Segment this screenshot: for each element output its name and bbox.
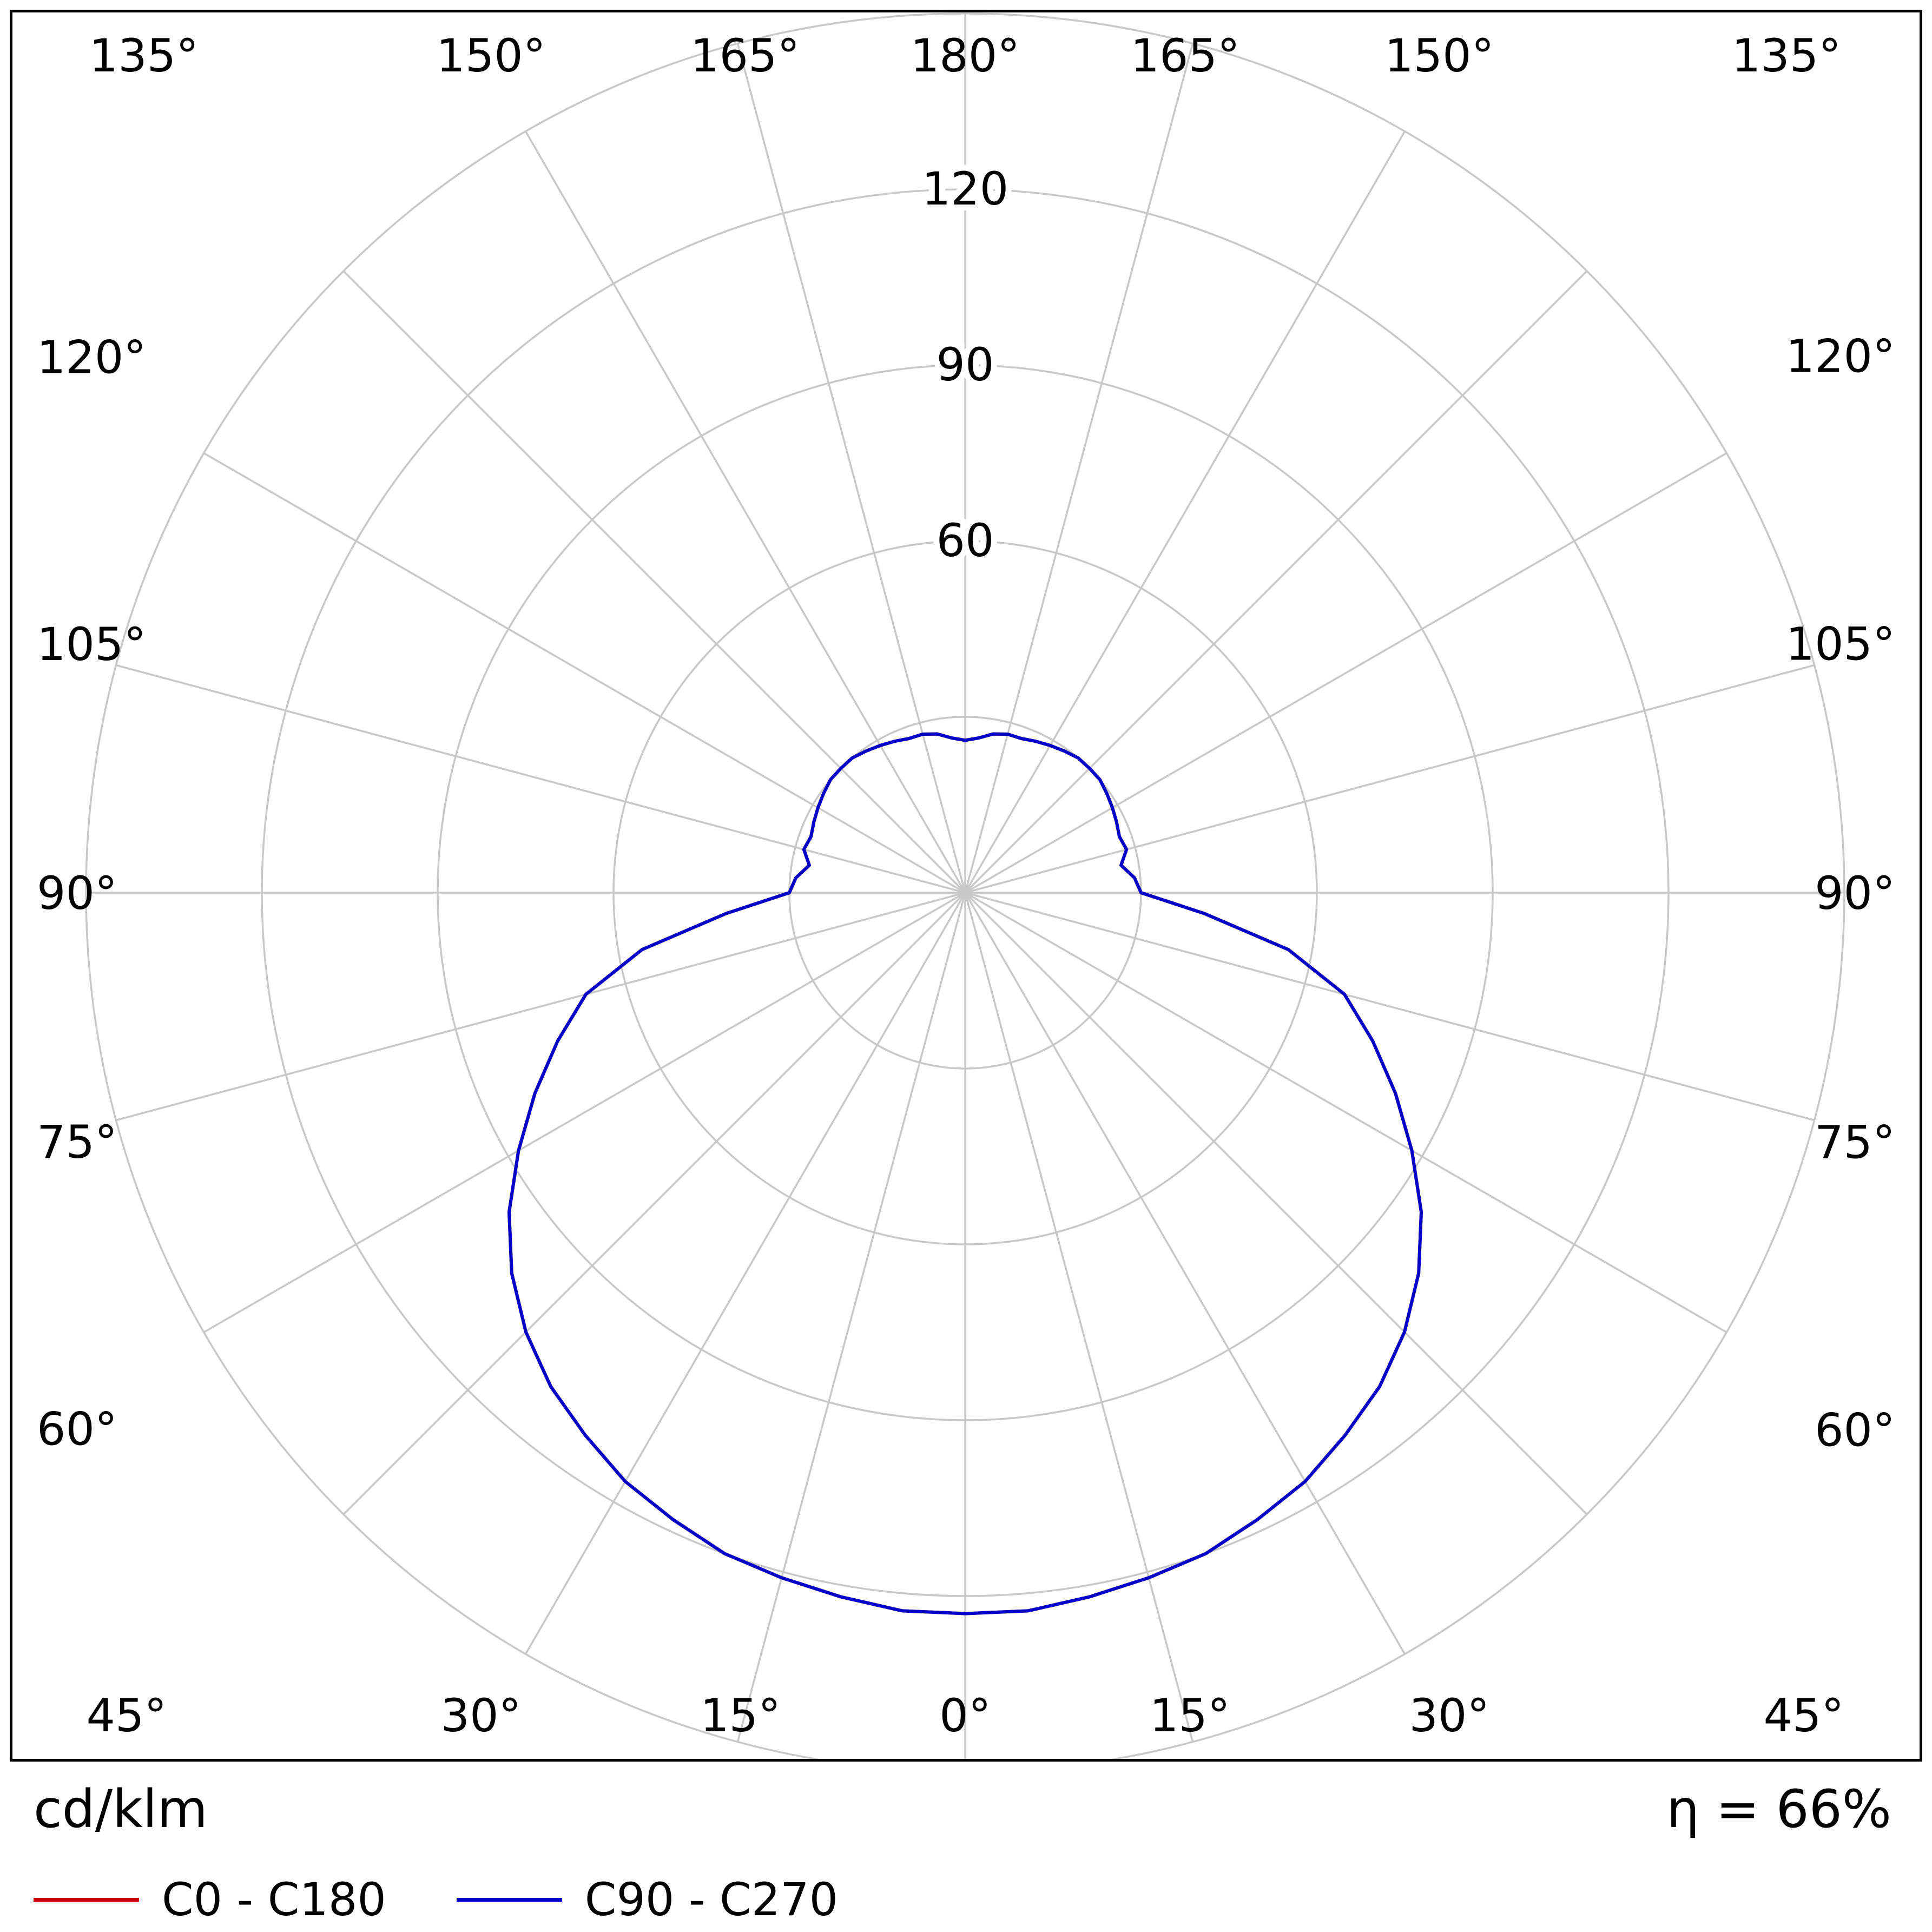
legend-label-c90-c270: C90 - C270 xyxy=(584,1873,839,1926)
angle-label: 30° xyxy=(1409,1689,1489,1742)
angle-label: 165° xyxy=(1131,29,1240,82)
chart-frame xyxy=(10,10,1922,1762)
ring-label: 90 xyxy=(937,338,994,391)
angle-label: 150° xyxy=(436,29,545,82)
grid-spoke xyxy=(115,664,966,894)
angle-label: 15° xyxy=(1150,1689,1230,1742)
grid-spoke xyxy=(736,892,966,1743)
legend-item-c0-c180: C0 - C180 xyxy=(34,1873,386,1926)
grid-spoke xyxy=(965,892,1727,1334)
ring-label: 120 xyxy=(922,162,1008,215)
legend: C0 - C180 C90 - C270 xyxy=(34,1873,838,1926)
grid-spoke xyxy=(524,130,966,893)
angle-label: 45° xyxy=(1764,1689,1844,1742)
angle-label: 90° xyxy=(1815,867,1895,920)
angle-label: 75° xyxy=(1815,1116,1895,1169)
grid-spoke xyxy=(964,43,1194,893)
grid-spoke xyxy=(964,892,1406,1655)
angle-label: 30° xyxy=(441,1689,522,1742)
units-label: cd/klm xyxy=(34,1779,208,1839)
ring-label: 60 xyxy=(937,514,994,567)
angle-label: 0° xyxy=(939,1689,991,1742)
legend-swatch-c90-c270 xyxy=(456,1897,562,1902)
grid-spoke xyxy=(203,892,966,1334)
angle-label: 60° xyxy=(37,1403,117,1456)
grid-spoke xyxy=(965,452,1727,894)
angle-label: 120° xyxy=(1786,330,1895,383)
angle-label: 150° xyxy=(1384,29,1494,82)
angle-label: 75° xyxy=(37,1116,117,1169)
grid-spoke xyxy=(964,130,1406,893)
angle-label: 105° xyxy=(1786,617,1895,670)
angle-label: 90° xyxy=(37,867,117,920)
legend-swatch-c0-c180 xyxy=(34,1897,139,1902)
grid-spoke xyxy=(203,452,966,894)
polar-chart: 60 90 120 0° 15° 15° 30° 30° 45° 45° 60° 60° 75° 75° 9… xyxy=(10,10,1922,1762)
efficiency-label: η = 66% xyxy=(1666,1779,1891,1839)
angle-label: 105° xyxy=(37,618,146,671)
grid-spoke xyxy=(342,270,966,894)
angle-label: 135° xyxy=(89,29,199,82)
angle-label: 120° xyxy=(37,331,146,384)
grid-spoke xyxy=(342,892,966,1515)
angle-label: 60° xyxy=(1815,1403,1895,1456)
grid-spoke xyxy=(964,892,1194,1743)
grid-spoke xyxy=(115,892,966,1122)
angle-label: 180° xyxy=(911,29,1020,82)
legend-label-c0-c180: C0 - C180 xyxy=(162,1873,386,1926)
angle-label: 45° xyxy=(87,1689,167,1742)
legend-item-c90-c270: C90 - C270 xyxy=(456,1873,839,1926)
grid-spoke xyxy=(965,892,1815,1122)
grid-spoke xyxy=(524,892,966,1655)
angle-label: 165° xyxy=(690,29,800,82)
grid-spoke xyxy=(965,664,1815,894)
angle-label: 15° xyxy=(700,1689,781,1742)
series-curve-1 xyxy=(507,732,1423,1616)
grid-spoke xyxy=(736,43,966,893)
grid-spoke xyxy=(964,270,1588,894)
grid-spoke xyxy=(964,892,1588,1515)
angle-label: 135° xyxy=(1732,29,1841,82)
